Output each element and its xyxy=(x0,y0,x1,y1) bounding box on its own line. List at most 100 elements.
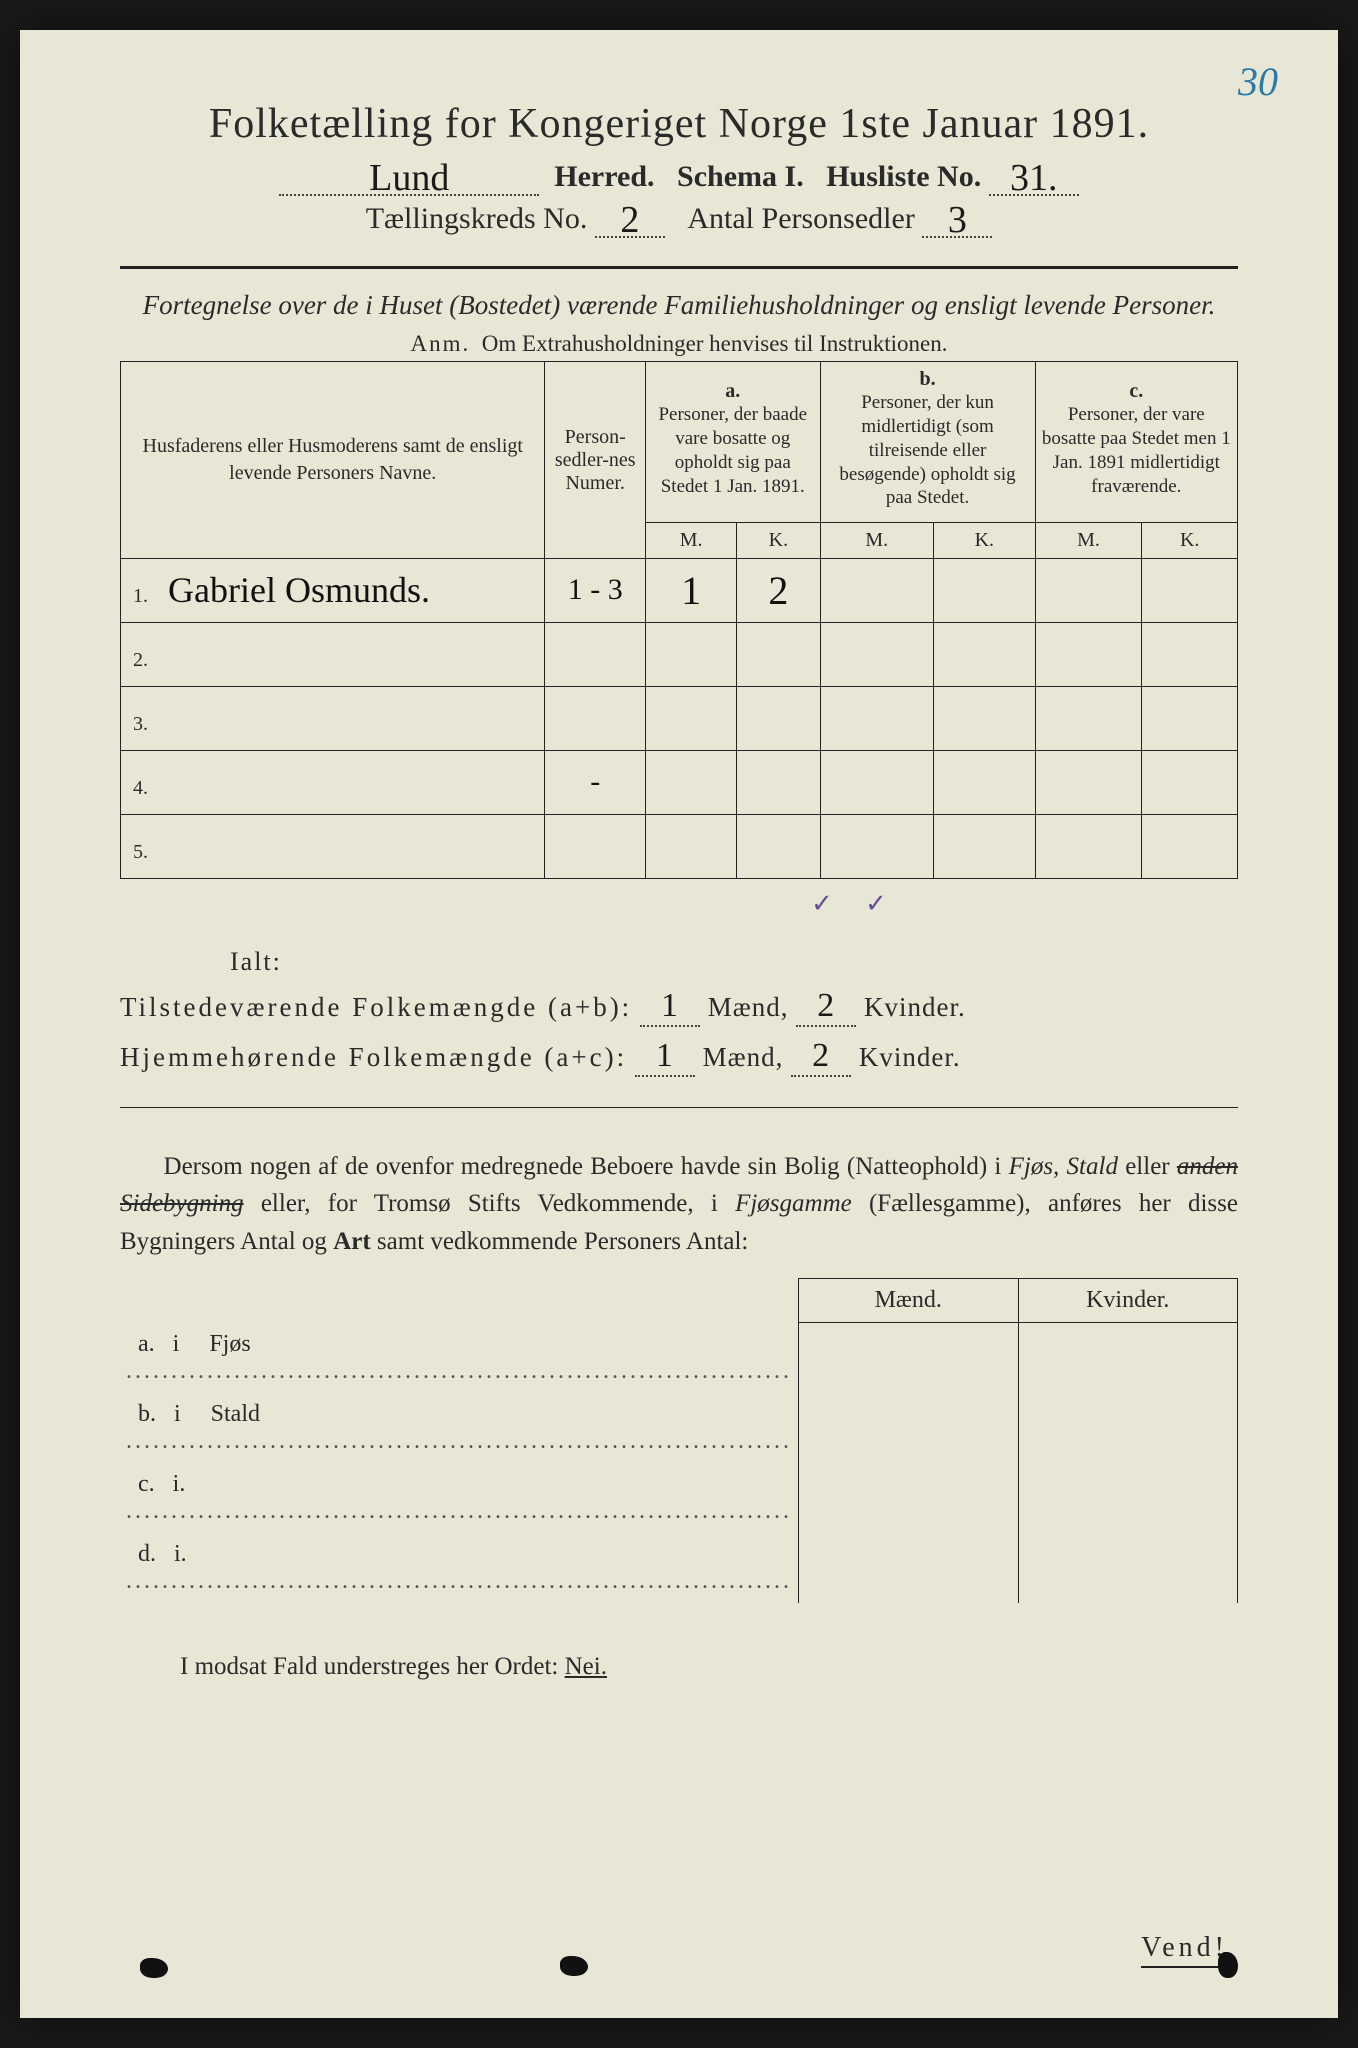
antal-label: Antal Personsedler xyxy=(687,202,914,235)
anm-prefix: Anm. xyxy=(411,331,471,356)
sub-row-label: d. i. xyxy=(120,1533,799,1603)
row-am xyxy=(645,814,736,878)
sub-row-k xyxy=(1018,1393,1238,1463)
col-names: Husfaderens eller Husmoderens samt de en… xyxy=(121,362,545,558)
sub-row-m xyxy=(799,1323,1019,1393)
row-am xyxy=(645,686,736,750)
ialt-label: Ialt: xyxy=(230,947,1238,977)
sum-present: Tilstedeværende Folkemængde (a+b): 1 Mæn… xyxy=(120,987,1238,1027)
sum2-m: 1 xyxy=(656,1037,674,1074)
check-marks-row: ✓ ✓ xyxy=(460,889,1238,919)
row-bk xyxy=(934,814,1036,878)
row-ps xyxy=(545,686,646,750)
row-bm xyxy=(820,558,933,622)
row-bm xyxy=(820,750,933,814)
row-ck xyxy=(1142,622,1238,686)
table-row: 4. - xyxy=(121,750,1238,814)
ink-blot xyxy=(140,1958,168,1978)
row-cm xyxy=(1035,750,1142,814)
col-c-k: K. xyxy=(1142,522,1238,558)
row-cm xyxy=(1035,686,1142,750)
row-ck xyxy=(1142,814,1238,878)
table-row: 3. xyxy=(121,686,1238,750)
row-ps xyxy=(545,814,646,878)
row-bk xyxy=(934,686,1036,750)
row-am: 1 xyxy=(645,558,736,622)
sum1-k: 2 xyxy=(817,987,835,1024)
check-1: ✓ xyxy=(797,889,847,919)
nei-word: Nei. xyxy=(565,1653,607,1680)
ink-blot xyxy=(560,1956,588,1976)
header-line-3: Tællingskreds No. 2 Antal Personsedler 3 xyxy=(120,202,1238,238)
row-ak xyxy=(737,686,820,750)
row-ck xyxy=(1142,750,1238,814)
sub-table: Mænd. Kvinder. a. i Fjøs b. i Stald c. i… xyxy=(120,1278,1238,1603)
row-bm xyxy=(820,686,933,750)
col-a-m: M. xyxy=(645,522,736,558)
explanatory-paragraph: Dersom nogen af de ovenfor medregnede Be… xyxy=(120,1148,1238,1261)
sub-row-m xyxy=(799,1533,1019,1603)
col-b: b. Personer, der kun midlertidigt (som t… xyxy=(820,362,1035,516)
col-c-m: M. xyxy=(1035,522,1142,558)
row-bk xyxy=(934,622,1036,686)
row-am xyxy=(645,750,736,814)
sub-col-kvinder: Kvinder. xyxy=(1018,1279,1238,1323)
row-name-cell: 5. xyxy=(121,814,545,878)
row-cm xyxy=(1035,622,1142,686)
row-bk xyxy=(934,750,1036,814)
col-b-m: M. xyxy=(820,522,933,558)
table-row: 1. Gabriel Osmunds.1 - 312 xyxy=(121,558,1238,622)
row-ak xyxy=(737,814,820,878)
row-bk xyxy=(934,558,1036,622)
sub-row: a. i Fjøs xyxy=(120,1323,1238,1393)
sub-row: b. i Stald xyxy=(120,1393,1238,1463)
sub-row: d. i. xyxy=(120,1533,1238,1603)
row-cm xyxy=(1035,814,1142,878)
sub-row: c. i. xyxy=(120,1463,1238,1533)
row-name-value: Gabriel Osmunds. xyxy=(168,570,430,610)
row-name-cell: 4. xyxy=(121,750,545,814)
row-ps: - xyxy=(545,750,646,814)
census-form-page: 30 Folketælling for Kongeriget Norge 1st… xyxy=(20,30,1338,2018)
sub-col-maend: Mænd. xyxy=(799,1279,1019,1323)
check-2: ✓ xyxy=(851,889,901,919)
row-ck xyxy=(1142,558,1238,622)
col-a: a. Personer, der baade vare bosatte og o… xyxy=(645,362,820,516)
col-personsedler: Person-sedler-nes Numer. xyxy=(545,362,646,558)
divider-2 xyxy=(120,1107,1238,1108)
ink-blot xyxy=(1218,1952,1238,1978)
sum1-m: 1 xyxy=(661,987,679,1024)
row-bm xyxy=(820,814,933,878)
vend-label: Vend! xyxy=(1141,1932,1228,1968)
row-ak: 2 xyxy=(737,558,820,622)
row-name-cell: 1. Gabriel Osmunds. xyxy=(121,558,545,622)
sub-row-m xyxy=(799,1393,1019,1463)
header-line-2: Lund Herred. Schema I. Husliste No. 31. xyxy=(120,160,1238,196)
sub-row-label: b. i Stald xyxy=(120,1393,799,1463)
row-ck xyxy=(1142,686,1238,750)
sub-row-m xyxy=(799,1463,1019,1533)
row-bm xyxy=(820,622,933,686)
row-ak xyxy=(737,622,820,686)
anm-text: Om Extrahusholdninger henvises til Instr… xyxy=(482,331,948,356)
herred-label: Herred. xyxy=(554,160,654,193)
row-ak xyxy=(737,750,820,814)
anm-line: Anm. Om Extrahusholdninger henvises til … xyxy=(120,331,1238,357)
page-title: Folketælling for Kongeriget Norge 1ste J… xyxy=(120,100,1238,148)
table-row: 5. xyxy=(121,814,1238,878)
row-ps xyxy=(545,622,646,686)
husliste-value: 31. xyxy=(1010,157,1058,199)
col-c: c. Personer, der vare bosatte paa Stedet… xyxy=(1035,362,1237,516)
table-row: 2. xyxy=(121,622,1238,686)
col-b-k: K. xyxy=(934,522,1036,558)
sum2-k: 2 xyxy=(812,1037,830,1074)
sub-row-label: a. i Fjøs xyxy=(120,1323,799,1393)
row-name-cell: 2. xyxy=(121,622,545,686)
footer-line: I modsat Fald understreges her Ordet: Ne… xyxy=(120,1653,1238,1681)
kreds-value: 2 xyxy=(620,199,639,241)
husliste-label: Husliste No. xyxy=(826,160,981,193)
page-corner-number: 30 xyxy=(1238,58,1278,105)
sub-row-k xyxy=(1018,1323,1238,1393)
row-ps: 1 - 3 xyxy=(545,558,646,622)
herred-value: Lund xyxy=(369,157,449,199)
